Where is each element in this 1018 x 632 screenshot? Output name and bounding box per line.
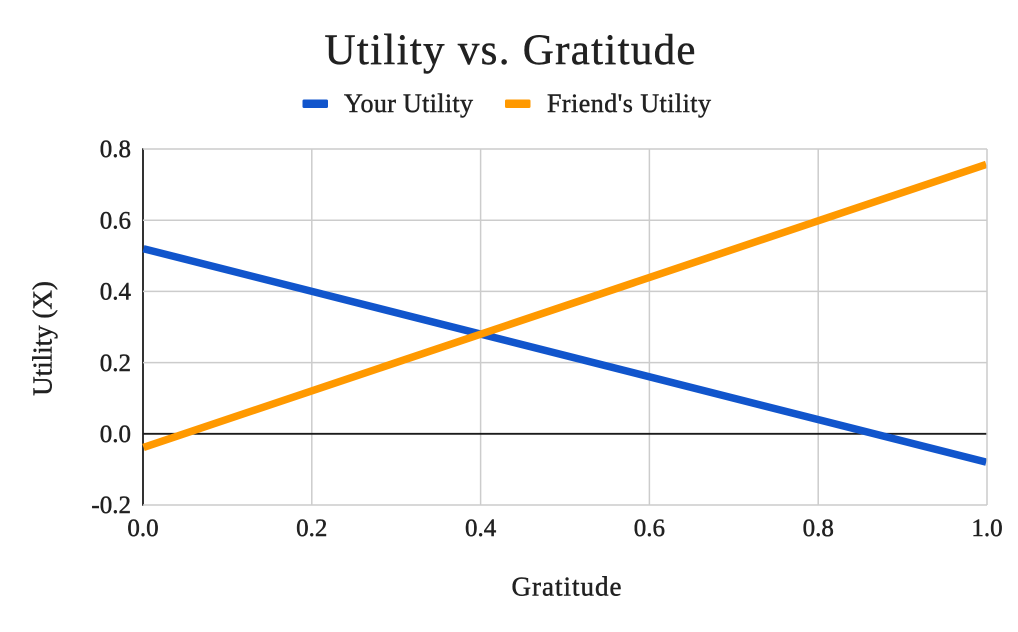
svg-text:0.2: 0.2	[100, 350, 131, 377]
svg-text:Gratitude: Gratitude	[512, 572, 622, 602]
svg-text:0.4: 0.4	[465, 515, 497, 542]
svg-text:1.0: 1.0	[971, 515, 1002, 542]
svg-text:0.8: 0.8	[100, 136, 131, 163]
svg-text:Your Utility: Your Utility	[344, 89, 473, 118]
svg-text:0.8: 0.8	[803, 515, 834, 542]
svg-text:Friend's Utility: Friend's Utility	[547, 89, 711, 118]
svg-text:Utility (X): Utility (X)	[28, 281, 58, 396]
svg-text:0.0: 0.0	[100, 421, 131, 448]
svg-text:Utility vs. Gratitude: Utility vs. Gratitude	[325, 27, 696, 74]
svg-text:0.6: 0.6	[100, 207, 131, 234]
svg-text:0.4: 0.4	[100, 279, 132, 306]
svg-text:0.6: 0.6	[634, 515, 665, 542]
svg-text:-0.2: -0.2	[91, 492, 131, 519]
svg-text:0.2: 0.2	[296, 515, 327, 542]
svg-text:0.0: 0.0	[127, 515, 158, 542]
